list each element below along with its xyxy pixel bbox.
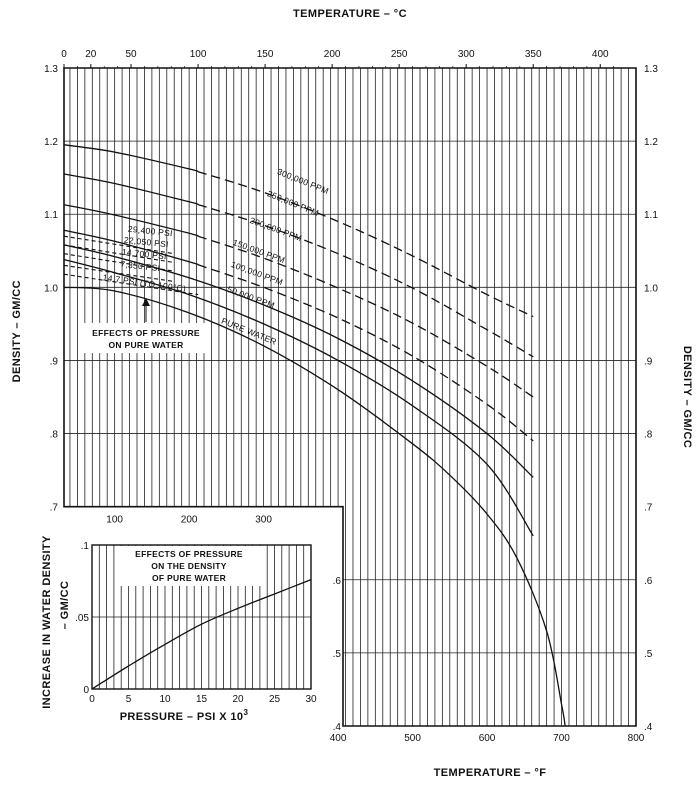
inset-x-tick-label: 20 — [232, 694, 244, 705]
annotation-bg — [83, 323, 211, 353]
y-tick-label-right: 1.1 — [644, 210, 658, 221]
top-tick-label-c: 0 — [61, 49, 67, 60]
y-tick-label-inner: .5 — [333, 649, 342, 660]
inset-y-axis-title: – GM/CC — [59, 581, 71, 630]
top-tick-label-c: 200 — [324, 49, 341, 60]
y-tick-label-left: 1.1 — [44, 210, 58, 221]
top-tick-label-c: 50 — [125, 49, 137, 60]
annotation-arrow-head — [142, 298, 150, 306]
pressure-series-label: 7,350 PSI — [120, 259, 161, 273]
top-tick-label-c: 100 — [190, 49, 207, 60]
top-tick-label-c: 250 — [391, 49, 408, 60]
y-tick-label-right: 1.3 — [644, 64, 658, 75]
inset-y-axis-title: INCREASE IN WATER DENSITY — [41, 535, 53, 709]
pressure-series-label: 22,050 PSI — [123, 235, 169, 250]
x-tick-label-f: 700 — [553, 733, 570, 744]
y-tick-label-inner: .4 — [333, 722, 342, 733]
series-line-solid — [63, 144, 199, 173]
inset-layer: 0 5 10 15 20 25 30 .1 .05 0 EFFECTS OF PRESSURE ON … — [41, 535, 317, 723]
y-tick-label-inner: .6 — [333, 576, 342, 587]
series-label: 200,000 PPM — [249, 215, 304, 243]
pressure-line — [63, 244, 175, 264]
series-line-solid — [63, 229, 199, 266]
inset-series-line — [91, 578, 312, 690]
top-tick-label-c: 150 — [257, 49, 274, 60]
inset-x-tick-label: 10 — [159, 694, 171, 705]
x-axis-title-top: TEMPERATURE – °C — [293, 8, 407, 20]
plot-frame — [63, 67, 637, 727]
x-tick-label-f-upper: 200 — [181, 515, 198, 526]
inset-title-bg — [116, 546, 262, 586]
x-axis-title-bottom: TEMPERATURE – °F — [434, 767, 547, 779]
pressure-line — [63, 235, 175, 255]
inset-x-tick-label: 15 — [196, 694, 208, 705]
y-tick-label-left: 1.3 — [44, 64, 58, 75]
inset-y-tick-label: .05 — [75, 613, 89, 624]
top-tick-label-c: 350 — [525, 49, 542, 60]
y-tick-label-left: 1.0 — [44, 283, 58, 294]
inset-title: EFFECTS OF PRESSURE — [135, 549, 243, 559]
y-tick-label-left: .7 — [50, 503, 59, 514]
y-tick-label-left: 1.2 — [44, 137, 58, 148]
x-tick-label-f: 800 — [628, 733, 645, 744]
top-tick-label-c: 300 — [458, 49, 475, 60]
pressure-line — [63, 264, 175, 283]
top-tick-label-c: 20 — [85, 49, 97, 60]
series-line-dashed — [197, 264, 534, 442]
x-tick-label-f: 500 — [404, 733, 421, 744]
pressure-line — [63, 273, 199, 296]
inset-x-axis-title: PRESSURE – PSI X 103 — [120, 708, 249, 723]
annotation-text: ON PURE WATER — [108, 340, 183, 350]
inset-title: OF PURE WATER — [152, 573, 226, 583]
inset-x-axis-title-superscript: 3 — [243, 708, 248, 717]
y-tick-label-right: 1.0 — [644, 283, 658, 294]
inset-title: ON THE DENSITY — [151, 561, 227, 571]
series-layer — [63, 144, 566, 727]
x-tick-label-f-upper: 100 — [106, 515, 123, 526]
y-tick-label-left: .8 — [50, 430, 59, 441]
series-line — [63, 244, 534, 478]
y-tick-label-left: .9 — [50, 356, 59, 367]
y-tick-label-right: .8 — [644, 430, 653, 441]
inset-y-tick-label: 0 — [83, 685, 89, 696]
pressure-series-label: 29,400 PSI — [127, 224, 173, 239]
y-tick-label-right: .6 — [644, 576, 653, 587]
y-axis-title-left: DENSITY – GM/CC — [11, 280, 23, 382]
series-line-solid — [63, 173, 199, 206]
x-tick-label-f: 600 — [479, 733, 496, 744]
frame-layer — [63, 64, 637, 727]
inset-x-tick-label: 5 — [126, 694, 132, 705]
series-label: 100,000 PPM — [230, 259, 285, 287]
inset-y-tick-label: .1 — [81, 541, 90, 552]
pressure-line — [63, 253, 175, 272]
series-label: PURE WATER — [220, 316, 278, 347]
y-tick-label-right: .9 — [644, 356, 653, 367]
y-axis-title-right: DENSITY – GM/CC — [681, 346, 693, 448]
y-tick-label-right: .5 — [644, 649, 653, 660]
y-tick-label-right: .7 — [644, 503, 653, 514]
series-line-solid — [63, 204, 199, 237]
series-line-dashed — [197, 235, 534, 398]
x-tick-label-f: 400 — [330, 733, 347, 744]
series-line — [63, 258, 534, 537]
inset-x-tick-label: 25 — [269, 694, 281, 705]
annotation-text: EFFECTS OF PRESSURE — [92, 328, 200, 338]
x-tick-label-f-upper: 300 — [255, 515, 272, 526]
top-tick-label-c: 400 — [592, 49, 609, 60]
series-line-dashed — [197, 203, 534, 358]
inset-frame — [91, 544, 312, 690]
series-line-dashed — [197, 171, 534, 318]
y-tick-label-right: 1.2 — [644, 137, 658, 148]
series-line — [63, 286, 566, 727]
inset-x-tick-label: 30 — [305, 694, 317, 705]
pressure-series-label: 14,700 PSI — [121, 247, 167, 262]
series-label: 300,000 PPM — [276, 166, 331, 196]
inset-x-tick-label: 0 — [89, 694, 95, 705]
y-tick-label-right: .4 — [644, 722, 653, 733]
grid-layer — [64, 68, 636, 726]
